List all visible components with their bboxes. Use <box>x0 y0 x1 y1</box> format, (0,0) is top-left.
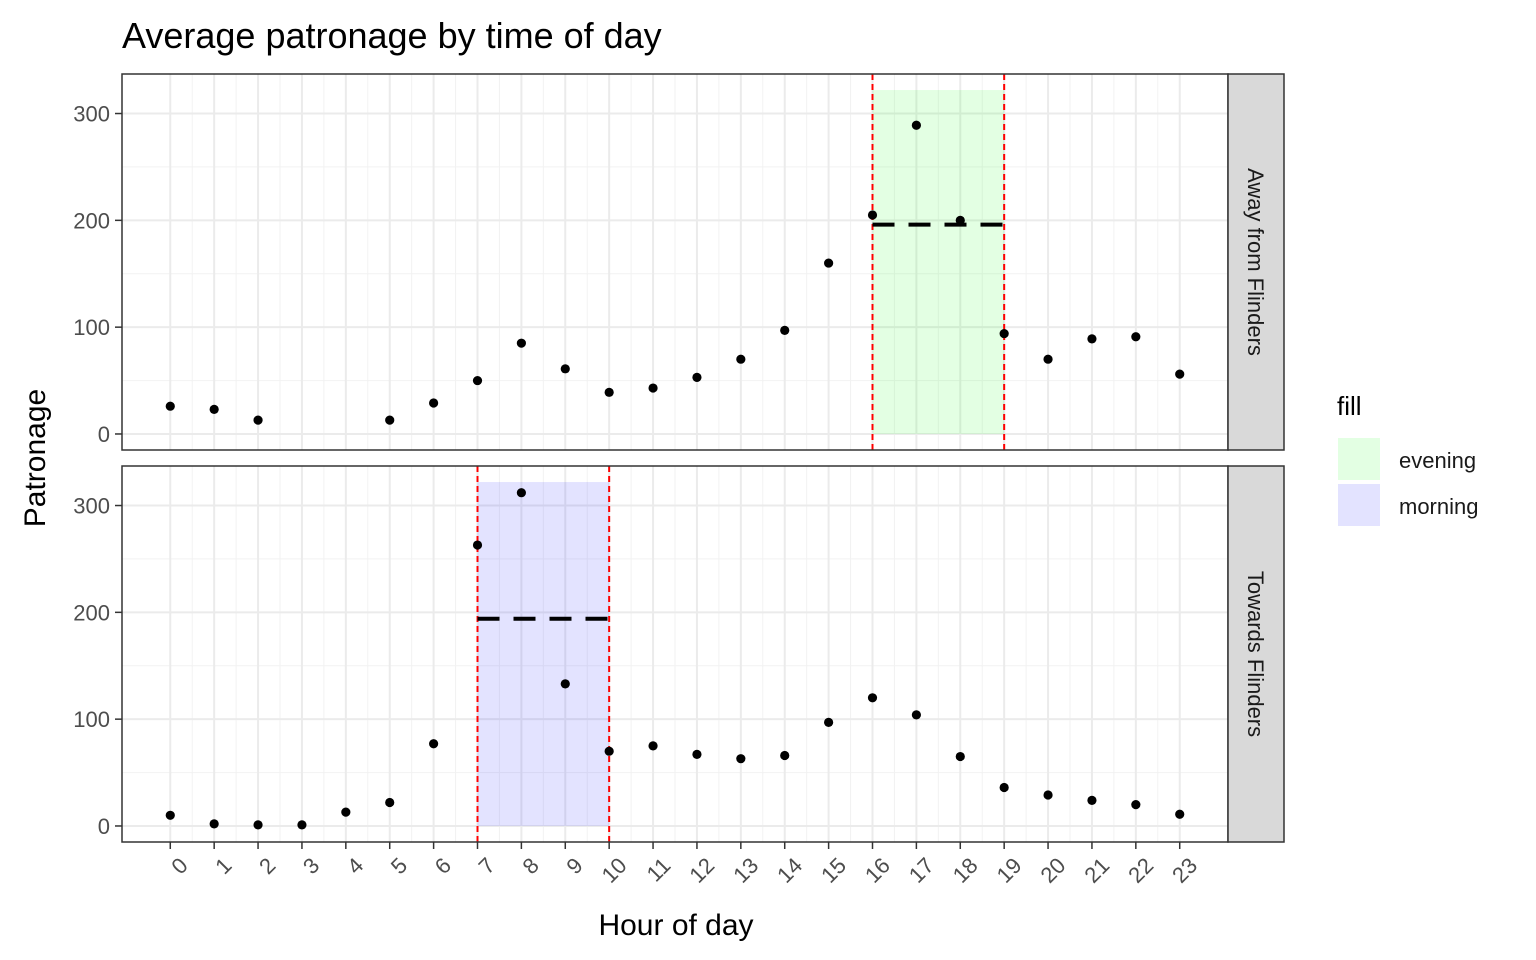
legend-label-evening: evening <box>1399 448 1476 473</box>
data-point <box>472 375 483 386</box>
data-point <box>648 741 658 751</box>
x-tick-label: 4 <box>342 853 368 879</box>
data-point <box>999 782 1009 793</box>
x-tick-label: 20 <box>1035 853 1070 888</box>
data-point <box>604 746 614 756</box>
evening-band <box>872 90 1005 434</box>
x-axis-title: Hour of day <box>598 909 753 942</box>
facet-panels: 0 100 200 300 Away from Flinders 0 100 200 300 To… <box>73 73 1285 843</box>
data-point <box>560 364 570 374</box>
data-point <box>253 820 263 830</box>
x-tick-label: 23 <box>1167 853 1202 888</box>
data-point <box>429 739 439 749</box>
y-tick-label: 100 <box>73 707 110 732</box>
x-tick-label: 3 <box>298 853 324 879</box>
data-point <box>999 328 1009 339</box>
data-point <box>560 679 570 689</box>
facet-panel: 0 100 200 300 Away from Flinders <box>73 73 1285 451</box>
data-point <box>692 749 702 760</box>
x-tick-label: 15 <box>816 853 851 888</box>
x-tick-label: 14 <box>772 853 807 888</box>
x-tick-label: 0 <box>166 853 192 879</box>
data-point <box>955 215 965 225</box>
x-tick-label: 17 <box>904 853 939 888</box>
data-point <box>911 710 921 720</box>
y-tick-label: 300 <box>73 102 110 127</box>
x-tick-label: 6 <box>430 853 456 879</box>
data-point <box>736 354 746 364</box>
legend-key-morning <box>1338 484 1380 526</box>
data-point <box>472 540 483 550</box>
x-tick-label: 10 <box>597 853 632 888</box>
data-point <box>516 338 526 348</box>
x-tick-label: 19 <box>992 853 1027 888</box>
data-point <box>209 404 219 415</box>
data-point <box>692 372 702 382</box>
data-point <box>429 398 439 408</box>
data-point <box>648 383 658 393</box>
facet-strip <box>1227 73 1285 451</box>
data-point <box>385 415 395 425</box>
x-tick-label: 1 <box>210 853 236 879</box>
x-tick-label: 16 <box>860 853 895 888</box>
x-tick-label: 7 <box>474 853 500 879</box>
data-point <box>385 797 395 808</box>
facet-label: Towards Flinders <box>1243 571 1268 737</box>
x-tick-label: 8 <box>517 853 543 879</box>
legend-title: fill <box>1337 391 1362 421</box>
data-point <box>297 820 307 830</box>
data-point <box>165 810 175 820</box>
data-point <box>1175 809 1185 819</box>
facet-label: Away from Flinders <box>1243 168 1268 356</box>
y-tick-label: 200 <box>73 600 110 625</box>
data-point <box>824 258 834 268</box>
facet-strip <box>1227 465 1285 843</box>
legend-key-evening <box>1338 438 1380 480</box>
data-point <box>1087 795 1097 805</box>
data-point <box>516 488 526 498</box>
x-tick-label: 5 <box>386 853 412 879</box>
data-point <box>911 120 921 130</box>
data-point <box>780 325 790 335</box>
data-point <box>165 401 175 411</box>
y-tick-label: 0 <box>98 422 110 447</box>
x-tick-label: 21 <box>1079 853 1114 888</box>
x-tick-label: 18 <box>948 853 983 888</box>
data-point <box>824 717 834 727</box>
data-point <box>1131 332 1141 342</box>
data-point <box>253 415 263 425</box>
y-tick-label: 0 <box>98 814 110 839</box>
data-point <box>736 754 746 764</box>
data-point <box>867 210 878 220</box>
chart-title: Average patronage by time of day <box>122 15 662 56</box>
x-tick-label: 9 <box>561 853 587 879</box>
x-tick-label: 11 <box>642 853 676 887</box>
data-point <box>1043 790 1053 800</box>
y-axis-title: Patronage <box>19 389 52 527</box>
data-point <box>1087 334 1097 344</box>
x-tick-label: 2 <box>254 853 280 879</box>
y-tick-label: 300 <box>73 494 110 519</box>
facet-panel: 0 100 200 300 Towards Flinders <box>73 465 1285 843</box>
x-tick-label: 22 <box>1123 853 1158 888</box>
y-tick-label: 100 <box>73 315 110 340</box>
data-point <box>955 751 965 762</box>
data-point <box>604 387 614 397</box>
morning-band <box>477 482 610 826</box>
x-tick-label: 13 <box>728 853 763 888</box>
data-point <box>1043 354 1053 364</box>
data-point <box>1131 800 1141 810</box>
data-point <box>209 819 219 829</box>
x-tick-label: 12 <box>684 853 719 888</box>
data-point <box>1175 369 1185 379</box>
data-point <box>867 693 878 703</box>
data-point <box>780 750 790 761</box>
x-axis: 0 1 2 3 4 5 6 7 8 9 10 11 12 13 14 15 16 17 18 19 20 21 22 23 <box>166 842 1202 888</box>
data-point <box>341 807 351 817</box>
y-tick-label: 200 <box>73 208 110 233</box>
legend-label-morning: morning <box>1399 494 1478 519</box>
legend: fill evening morning <box>1337 391 1478 526</box>
